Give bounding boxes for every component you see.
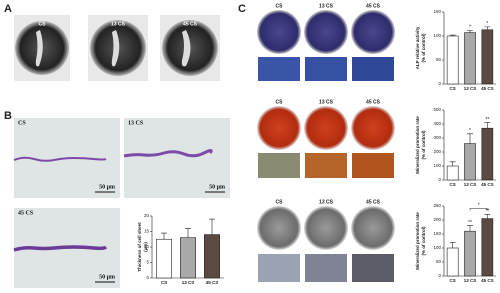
x-tick-label: CS [450,182,456,187]
y-tick-label: 250 [433,203,441,208]
y-axis-label: (μm) [143,242,148,252]
y-tick-label: 0 [438,273,441,278]
y-tick-label: 150 [433,231,441,236]
significance-label: ** [468,220,472,226]
scale-label: 50 μm [209,184,225,190]
y-axis-label: ALP relative activity [415,26,420,69]
panel-label: C [238,3,246,15]
y-tick-label: 500 [433,107,441,112]
y-tick-label: 300 [433,135,441,140]
x-tick-label: 45 CS [481,182,494,187]
image-label: CS [18,120,26,126]
dish-photos [14,15,220,81]
y-tick-label: 50 [436,57,442,62]
significance-label: ** [485,209,489,215]
bar [446,35,459,85]
significance-label: * [469,25,471,31]
y-axis-label: (% of control) [421,33,426,62]
y-tick-label: 150 [433,9,441,14]
bar [481,29,494,85]
y-axis-label: Mineralized promotion rate [415,116,420,174]
bar [464,32,476,85]
bar [156,238,172,279]
error-bar [209,218,215,235]
panel-label: A [4,3,12,15]
y-tick-label: 100 [433,245,441,250]
significance-label: * [486,21,488,27]
scale-label: 50 μm [99,184,115,190]
x-tick-label: 13 CS [464,182,477,187]
x-tick-label: 45 CS [206,280,219,285]
dish-label: CS [276,99,284,105]
error-bar [484,122,491,129]
y-axis-label: (% of control) [421,130,426,159]
scale-label: 50 μm [99,274,115,280]
y-tick-label: 100 [433,163,441,168]
error-bar [185,228,191,238]
y-tick-label: 50 [436,259,442,264]
dish-label: CS [276,199,284,205]
dish-label: CS [276,3,284,9]
error-bar [467,225,473,232]
bar [464,230,476,277]
significance-bracket [469,208,488,211]
dish-label: CS [39,21,47,27]
bar [204,234,220,279]
y-tick-label: 200 [433,217,441,222]
dish-label: 45 CS [183,21,198,27]
x-tick-label: CS [161,280,167,285]
y-axis-label: (% of control) [421,226,426,255]
significance-label: * [478,203,480,209]
significance-label: * [469,128,471,134]
y-tick-label: 20 [144,213,150,218]
y-tick-label: 0 [146,275,149,280]
panel-label: B [4,110,12,122]
y-axis-label: Thickness of cell sheet [137,222,142,272]
x-tick-label: 45 CS [481,86,494,91]
y-tick-label: 15 [144,229,150,234]
error-bar [161,232,167,240]
error-bar [467,29,473,33]
bar [446,247,459,277]
dish-label: 45 CS [366,99,381,105]
image-label: 13 CS [128,120,144,126]
dish-label: 13 CS [319,99,334,105]
bar [481,127,494,181]
x-tick-label: 13 CS [464,278,477,283]
error-bar [484,214,491,219]
bar [481,218,494,277]
error-bar [449,242,456,248]
dish-label: 13 CS [111,21,126,27]
dish-label: 45 CS [366,199,381,205]
y-tick-label: 100 [433,33,441,38]
error-bar [449,34,456,36]
y-tick-label: 400 [433,121,441,126]
bar [464,143,476,181]
x-tick-label: 13 CS [182,280,195,285]
y-tick-label: 5 [146,260,149,265]
dish-label: 45 CS [366,3,381,9]
y-tick-label: 0 [438,81,441,86]
histology-images [13,118,230,288]
error-bar [449,161,456,166]
x-tick-label: CS [450,86,456,91]
error-bar [467,133,473,144]
stain-photos [257,10,395,282]
y-tick-label: 200 [433,149,441,154]
y-axis-label: Mineralized promotion rate [415,212,420,270]
y-tick-label: 10 [144,244,150,249]
dish-label: 13 CS [319,3,334,9]
error-bar [484,26,491,30]
image-label: 45 CS [18,210,34,216]
x-tick-label: 13 CS [464,86,477,91]
significance-label: ** [485,117,489,123]
x-tick-label: 45 CS [481,278,494,283]
x-tick-label: CS [450,278,456,283]
dish-label: 13 CS [319,199,334,205]
bar [180,237,196,279]
y-tick-label: 0 [438,177,441,182]
bar [446,165,459,181]
